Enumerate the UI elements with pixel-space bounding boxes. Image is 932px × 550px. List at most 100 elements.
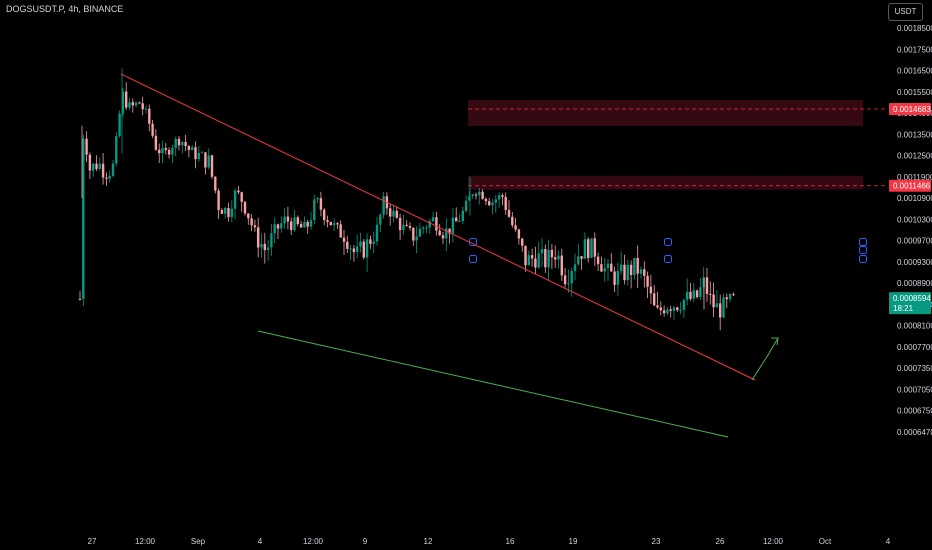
candle-body bbox=[514, 225, 517, 230]
y-tick-label: 0.0007050 bbox=[897, 385, 932, 394]
y-tick-label: 0.0016500 bbox=[897, 67, 932, 76]
candle-body bbox=[270, 233, 273, 248]
candle-body bbox=[448, 228, 451, 234]
candle-body bbox=[580, 256, 583, 259]
candle-body bbox=[286, 216, 290, 222]
candle-body bbox=[121, 91, 125, 114]
candle-body bbox=[408, 225, 412, 228]
candle-body bbox=[524, 245, 527, 266]
candle-body bbox=[451, 217, 455, 234]
candle-body bbox=[233, 190, 237, 209]
price-tag bbox=[889, 179, 931, 192]
candle-body bbox=[425, 227, 428, 229]
candle-body bbox=[115, 136, 118, 164]
candle-body bbox=[362, 241, 365, 258]
candle-body bbox=[527, 255, 530, 266]
candle-body bbox=[134, 102, 138, 106]
candle-body bbox=[299, 224, 303, 228]
symbol-title: DOGSUSDT.P, 4h, BINANCE bbox=[6, 4, 124, 14]
candle-body bbox=[537, 253, 540, 268]
x-tick-label: 4 bbox=[886, 537, 891, 546]
candle-body bbox=[504, 196, 507, 210]
candle-body bbox=[530, 255, 534, 259]
projection-arrow-line bbox=[751, 337, 779, 381]
candle-body bbox=[455, 217, 458, 222]
candle-body bbox=[382, 196, 385, 215]
candle-body bbox=[636, 257, 639, 274]
candle-body bbox=[676, 307, 679, 311]
candle-body bbox=[280, 223, 283, 229]
candle-body bbox=[458, 220, 461, 222]
candle-body bbox=[438, 230, 441, 236]
y-tick-label: 0.0007700 bbox=[897, 343, 932, 352]
candle-body bbox=[511, 216, 514, 226]
candle-body bbox=[184, 141, 187, 146]
candle-body bbox=[313, 199, 316, 221]
candle-body bbox=[725, 297, 728, 300]
price-tag-label: 0.0014683 bbox=[893, 105, 931, 114]
candle-body bbox=[220, 209, 224, 214]
candle-body bbox=[699, 287, 702, 297]
candle-body bbox=[441, 235, 445, 239]
candle-body bbox=[207, 155, 210, 168]
candle-body bbox=[643, 269, 646, 276]
candle-body bbox=[85, 138, 88, 155]
x-tick-label: 19 bbox=[569, 537, 578, 546]
supply-zone-lower bbox=[468, 175, 863, 190]
candle-body bbox=[131, 102, 134, 106]
x-tick-label: 16 bbox=[506, 537, 515, 546]
candle-body bbox=[303, 221, 306, 228]
candle-body bbox=[95, 163, 98, 169]
candle-body bbox=[712, 294, 715, 308]
candle-body bbox=[323, 209, 326, 221]
candle-body bbox=[342, 237, 346, 242]
candle-body bbox=[101, 163, 105, 178]
candle-body bbox=[352, 248, 356, 253]
candle-body bbox=[214, 176, 217, 191]
candle-body bbox=[167, 149, 171, 155]
candle-body bbox=[610, 263, 613, 272]
candle-body bbox=[154, 135, 158, 150]
y-tick-label: 0.0010300 bbox=[897, 215, 932, 224]
candle-body bbox=[276, 224, 280, 229]
candle-body bbox=[164, 148, 167, 150]
candle-body bbox=[669, 309, 672, 311]
zone-handle bbox=[859, 246, 867, 254]
y-tick-label: 0.0006750 bbox=[897, 407, 932, 416]
candle-body bbox=[468, 196, 471, 201]
candle-body bbox=[296, 217, 299, 225]
candle-body bbox=[210, 155, 214, 177]
y-tick-label: 0.0010900 bbox=[897, 194, 932, 203]
candle-body bbox=[253, 225, 257, 228]
candle-body bbox=[92, 163, 95, 171]
x-tick-label: 12 bbox=[424, 537, 433, 546]
candle-body bbox=[422, 227, 425, 229]
candle-body bbox=[431, 217, 435, 222]
candle-body bbox=[445, 228, 448, 239]
candle-body bbox=[715, 303, 719, 308]
candle-body bbox=[626, 264, 629, 281]
candle-body bbox=[230, 208, 233, 218]
candle-body bbox=[728, 294, 732, 300]
candle-body bbox=[418, 228, 422, 237]
candle-body bbox=[501, 195, 504, 197]
x-tick-label: 12:00 bbox=[303, 537, 324, 546]
candle-body bbox=[339, 224, 342, 238]
candle-body bbox=[620, 264, 623, 271]
candle-body bbox=[290, 221, 293, 231]
candle-body bbox=[557, 255, 560, 260]
candle-body bbox=[273, 224, 276, 234]
candle-body bbox=[662, 310, 666, 314]
candle-body bbox=[266, 247, 270, 251]
candle-body bbox=[540, 249, 544, 254]
candle-body bbox=[191, 147, 194, 151]
candle-body bbox=[590, 238, 593, 258]
candle-body bbox=[633, 257, 636, 276]
candle-body bbox=[240, 192, 243, 202]
y-tick-label: 0.0013500 bbox=[897, 130, 932, 139]
candle-body bbox=[464, 200, 468, 211]
candle-body bbox=[705, 277, 709, 294]
candle-body bbox=[573, 264, 577, 272]
currency-unit-button[interactable]: USDT bbox=[888, 3, 923, 21]
